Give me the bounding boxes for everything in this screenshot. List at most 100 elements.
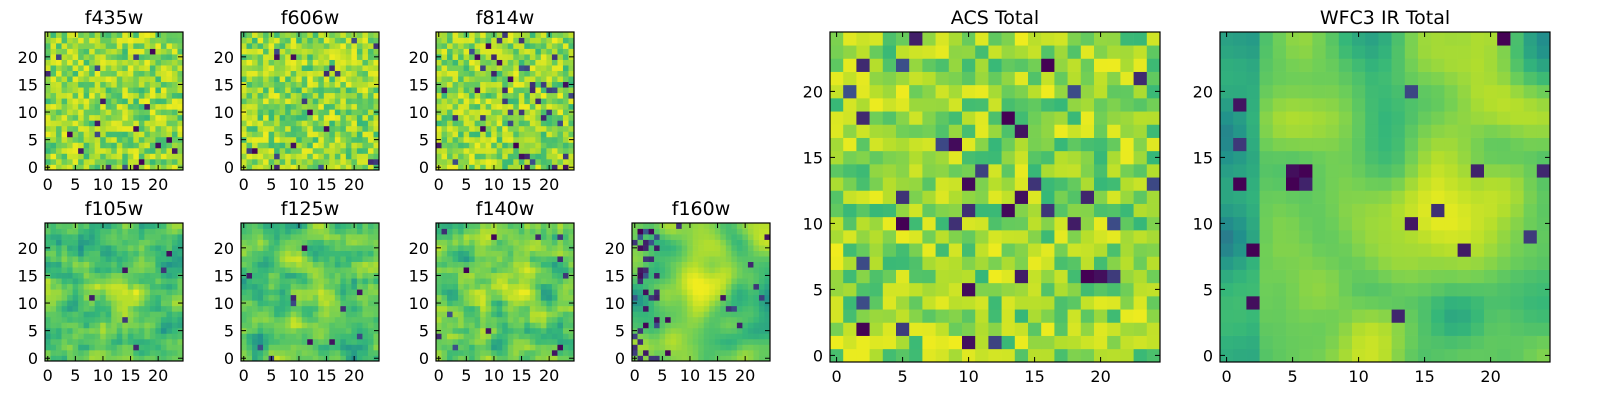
x-tick-label: 20 xyxy=(344,175,364,194)
heatmap-cell xyxy=(116,239,123,246)
heatmap-cell xyxy=(670,283,677,290)
heatmap-cell xyxy=(747,261,754,268)
heatmap-cell xyxy=(61,32,68,38)
heatmap-cell xyxy=(290,261,297,268)
heatmap-cell xyxy=(562,48,569,55)
heatmap-cell xyxy=(89,294,96,301)
heatmap-cell xyxy=(45,125,51,132)
heatmap-cell xyxy=(105,164,112,171)
heatmap-cell xyxy=(485,283,492,290)
heatmap-cell xyxy=(83,267,90,274)
heatmap-cell xyxy=(524,43,531,49)
heatmap-cell xyxy=(257,305,264,312)
heatmap-cell xyxy=(133,142,140,149)
heatmap-cell xyxy=(285,250,292,257)
heatmap-cell xyxy=(731,316,738,323)
heatmap-cell xyxy=(882,177,897,191)
heatmap-cell xyxy=(742,311,749,318)
heatmap-cell xyxy=(458,272,464,279)
heatmap-cell xyxy=(474,239,481,246)
heatmap-cell xyxy=(160,283,167,290)
heatmap-cell xyxy=(535,142,542,149)
heatmap-cell xyxy=(441,153,448,160)
heatmap-cell xyxy=(458,48,464,55)
heatmap-cell xyxy=(687,316,694,323)
heatmap-cell xyxy=(373,338,380,345)
heatmap-cell xyxy=(144,87,151,94)
heatmap-cell xyxy=(524,109,531,116)
heatmap-cell xyxy=(659,289,666,296)
heatmap-cell xyxy=(45,70,51,77)
heatmap-cell xyxy=(323,311,330,318)
heatmap-cell xyxy=(274,245,280,251)
heatmap-cell xyxy=(166,245,173,251)
heatmap-cell xyxy=(318,114,325,121)
heatmap-cell xyxy=(469,147,475,154)
heatmap-cell xyxy=(144,142,151,149)
heatmap-cell xyxy=(362,344,369,351)
heatmap-cell xyxy=(1054,203,1068,218)
heatmap-cell xyxy=(474,70,481,77)
heatmap-cell xyxy=(133,153,140,160)
heatmap-cell xyxy=(670,234,677,240)
heatmap-cell xyxy=(529,300,536,307)
heatmap-cell xyxy=(340,54,347,60)
heatmap-cell xyxy=(149,120,156,127)
heatmap-cell xyxy=(676,349,683,356)
heatmap-cell xyxy=(318,37,325,44)
heatmap-cell xyxy=(56,32,62,38)
heatmap-cell xyxy=(351,344,358,351)
heatmap-cell xyxy=(144,333,151,340)
heatmap-cell xyxy=(557,120,564,127)
heatmap-cell xyxy=(268,76,275,83)
heatmap-cell xyxy=(447,322,453,329)
heatmap-cell xyxy=(285,147,292,154)
heatmap-cell xyxy=(469,92,475,99)
heatmap-cell xyxy=(89,355,96,362)
heatmap-cell xyxy=(301,245,308,251)
heatmap-cell xyxy=(502,311,509,318)
heatmap-cell xyxy=(1094,164,1108,178)
heatmap-cell xyxy=(94,142,101,149)
heatmap-cell xyxy=(296,250,303,257)
heatmap-cell xyxy=(935,309,950,323)
heatmap-cell xyxy=(177,142,184,149)
heatmap-cell xyxy=(268,316,275,323)
heatmap-cell xyxy=(149,158,156,165)
heatmap-cell xyxy=(562,32,569,38)
heatmap-cell xyxy=(340,32,347,38)
heatmap-cell xyxy=(546,54,553,60)
heatmap-cell xyxy=(731,322,738,329)
heatmap-cell xyxy=(252,355,258,362)
heatmap-cell xyxy=(441,316,448,323)
heatmap-cell xyxy=(562,223,569,229)
heatmap-cell xyxy=(436,98,442,105)
heatmap-cell xyxy=(731,289,738,296)
heatmap-cell xyxy=(89,267,96,274)
heatmap-cell xyxy=(709,300,716,307)
heatmap-cell xyxy=(312,250,319,257)
heatmap-cell xyxy=(764,333,771,340)
heatmap-cell xyxy=(155,142,162,149)
heatmap-cell xyxy=(94,147,101,154)
heatmap-cell xyxy=(1094,348,1108,363)
heatmap-cell xyxy=(502,153,509,160)
heatmap-cell xyxy=(637,234,644,240)
heatmap-cell xyxy=(551,147,558,154)
heatmap-cell xyxy=(45,131,51,138)
heatmap-cell xyxy=(496,43,503,49)
x-tick-label: 5 xyxy=(657,366,667,385)
heatmap-cell xyxy=(1080,348,1095,363)
heatmap-cell xyxy=(290,228,297,235)
heatmap-cell xyxy=(116,327,123,334)
heatmap-cell xyxy=(869,164,884,178)
heatmap-cell xyxy=(731,338,738,345)
heatmap-cell xyxy=(568,228,575,235)
heatmap-cell xyxy=(524,250,531,257)
heatmap-cell xyxy=(94,294,101,301)
heatmap-cell xyxy=(469,109,475,116)
heatmap-cell xyxy=(351,114,358,121)
heatmap-cell xyxy=(312,223,319,229)
heatmap-cell xyxy=(469,32,475,38)
heatmap-cell xyxy=(687,267,694,274)
